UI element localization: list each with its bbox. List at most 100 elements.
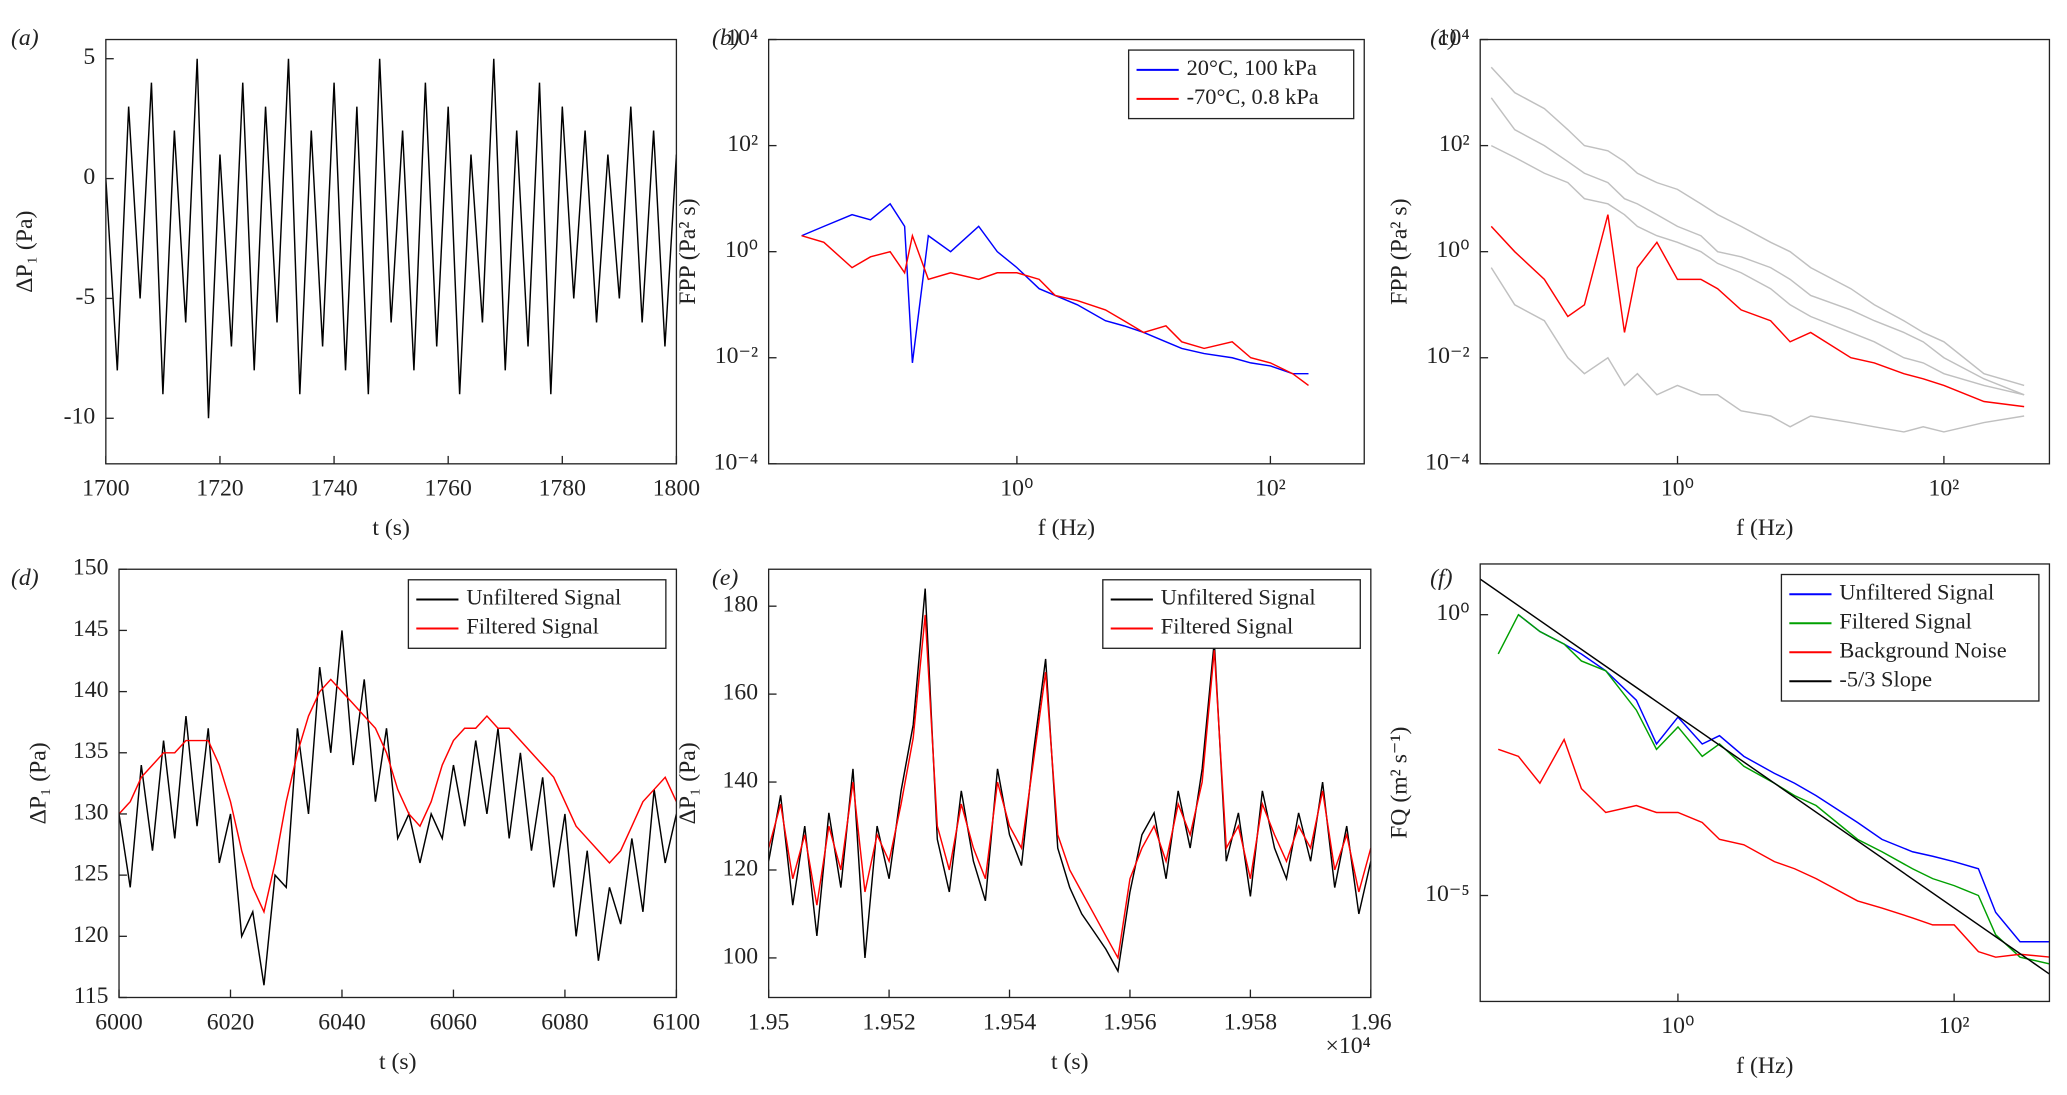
series-line <box>768 588 1371 974</box>
series-line <box>1490 214 2025 408</box>
legend-label: -5/3 Slope <box>1839 666 1932 691</box>
x-tick-label: 6040 <box>318 1009 365 1035</box>
legend-label: Unfiltered Signal <box>466 585 621 610</box>
series-line <box>801 233 1309 387</box>
legend-label: Filtered Signal <box>1161 614 1293 639</box>
plot-area <box>1490 66 2025 433</box>
y-axis-label: ΔP₁ (Pa) <box>25 742 51 824</box>
x-tick-label: 10⁰ <box>1661 476 1694 502</box>
x-axis-label: t (s) <box>372 515 410 541</box>
plot-area <box>119 630 677 986</box>
x-axis-label: t (s) <box>1051 1049 1089 1075</box>
panel-label: (c) <box>1430 25 1456 51</box>
x-tick-label: 10² <box>1939 1013 1970 1039</box>
y-tick-label: 120 <box>723 855 759 881</box>
y-tick-label: 125 <box>73 861 109 887</box>
y-axis-label: ΔP₁ (Pa) <box>12 211 38 293</box>
y-tick-label: 120 <box>73 922 109 948</box>
series-line <box>768 614 1371 961</box>
panel-label: (a) <box>11 25 39 51</box>
panel: 1.95 1.952 1.954 1.956 1.958 1.96 100 120 140 160… <box>675 565 1392 1075</box>
series-line <box>119 630 677 986</box>
y-tick-label: -10 <box>64 404 96 430</box>
panel-label: (d) <box>11 565 39 591</box>
panel: 10⁰ 10² 10⁻⁵ 10⁰ f (Hz) FQ (m² s⁻¹) (f) Unfilte… <box>1387 563 2051 1079</box>
y-tick-label: 140 <box>723 767 759 793</box>
y-axis-label: FPP (Pa² s) <box>675 199 701 305</box>
legend-label: Unfiltered Signal <box>1839 579 1994 604</box>
series-line <box>119 678 677 915</box>
plot-area <box>801 202 1309 387</box>
y-tick-label: 10² <box>727 131 758 157</box>
y-tick-label: 10⁻² <box>1426 343 1469 369</box>
x-axis-label: f (Hz) <box>1736 515 1793 541</box>
y-tick-label: 130 <box>73 799 109 825</box>
panel: 6000 6020 6040 6060 6080 6100 115 120 125 130 135 1… <box>11 555 700 1075</box>
x-tick-label: 10⁰ <box>1661 1013 1694 1039</box>
x-tick-label: 6080 <box>541 1009 588 1035</box>
legend: 20°C, 100 kPa -70°C, 0.8 kPa <box>1127 49 1355 120</box>
legend-box <box>1127 49 1355 120</box>
y-tick-label: -5 <box>76 284 96 310</box>
legend-box <box>1102 579 1361 649</box>
x-tick-label: 1800 <box>653 476 700 502</box>
series-line <box>801 202 1309 375</box>
y-tick-label: 10⁻² <box>715 343 758 369</box>
y-tick-label: 150 <box>73 555 109 581</box>
y-tick-label: 140 <box>73 677 109 703</box>
y-axis-label: FQ (m² s⁻¹) <box>1387 727 1413 839</box>
y-tick-label: 10⁻⁵ <box>1425 881 1469 907</box>
x-tick-label: 1.95 <box>748 1009 789 1035</box>
y-tick-label: 10² <box>1439 131 1470 157</box>
legend-box <box>407 579 667 649</box>
y-tick-label: 160 <box>723 680 759 706</box>
x-tick-label: 6000 <box>95 1009 142 1035</box>
x-axis-label: f (Hz) <box>1038 515 1095 541</box>
x-axis-label: f (Hz) <box>1736 1053 1793 1079</box>
legend-label: Background Noise <box>1839 637 2006 662</box>
y-tick-label: 5 <box>83 44 95 70</box>
y-tick-label: 115 <box>74 983 109 1009</box>
legend: Unfiltered Signal Filtered Signal Backgrou… <box>1780 573 2040 702</box>
x-tick-label: 1.954 <box>983 1009 1036 1035</box>
x-tick-label: 6020 <box>207 1009 254 1035</box>
x-tick-label: 10² <box>1255 476 1286 502</box>
y-tick-label: 100 <box>723 943 759 969</box>
series-line <box>1480 578 2050 975</box>
panel-label: (f) <box>1430 565 1452 591</box>
legend: Unfiltered Signal Filtered Signal <box>1102 579 1361 649</box>
axes-frame <box>1479 38 2051 465</box>
axes-frame <box>1479 563 2051 1003</box>
legend: Unfiltered Signal Filtered Signal <box>407 579 667 649</box>
panel: 10⁰ 10² 10⁻⁴ 10⁻² 10⁰ 10² 10⁴ f (Hz) FPP (Pa² s)… <box>1387 25 2051 541</box>
x-tick-label: 10⁰ <box>1000 476 1033 502</box>
x-tick-label: 10² <box>1928 476 1959 502</box>
series-line <box>1498 737 2050 958</box>
y-tick-label: 145 <box>73 616 109 642</box>
axes-frame <box>118 568 678 999</box>
series-line <box>1497 613 2050 965</box>
axes-frame <box>105 38 678 465</box>
x-multiplier: ×10⁴ <box>1325 1033 1370 1059</box>
legend-label: Unfiltered Signal <box>1161 585 1316 610</box>
y-axis-label: FPP (Pa² s) <box>1387 199 1413 305</box>
plot-area <box>1480 578 2050 975</box>
y-tick-label: 10⁴ <box>726 25 758 51</box>
y-tick-label: 10⁴ <box>1438 25 1470 51</box>
y-tick-label: 0 <box>83 164 95 190</box>
y-tick-label: 10⁻⁴ <box>1425 449 1469 475</box>
legend-label: -70°C, 0.8 kPa <box>1187 84 1319 109</box>
legend-label: 20°C, 100 kPa <box>1187 55 1317 80</box>
panel: 10⁰ 10² 10⁻⁴ 10⁻² 10⁰ 10² 10⁴ f (Hz) FPP (Pa² s)… <box>675 25 1365 541</box>
plot-area <box>105 58 677 419</box>
x-tick-label: 1.952 <box>862 1009 915 1035</box>
legend-box <box>1780 573 2040 702</box>
x-tick-label: 1740 <box>310 476 357 502</box>
x-tick-label: 1720 <box>196 476 243 502</box>
y-tick-label: 10⁻⁴ <box>714 449 758 475</box>
x-axis-label: t (s) <box>379 1049 417 1075</box>
y-tick-label: 135 <box>73 738 109 764</box>
panel: 1700 1720 1740 1760 1780 1800 -10 -5 0 5 t (s) ΔP₁ … <box>11 25 700 541</box>
series-line <box>1517 614 2050 943</box>
